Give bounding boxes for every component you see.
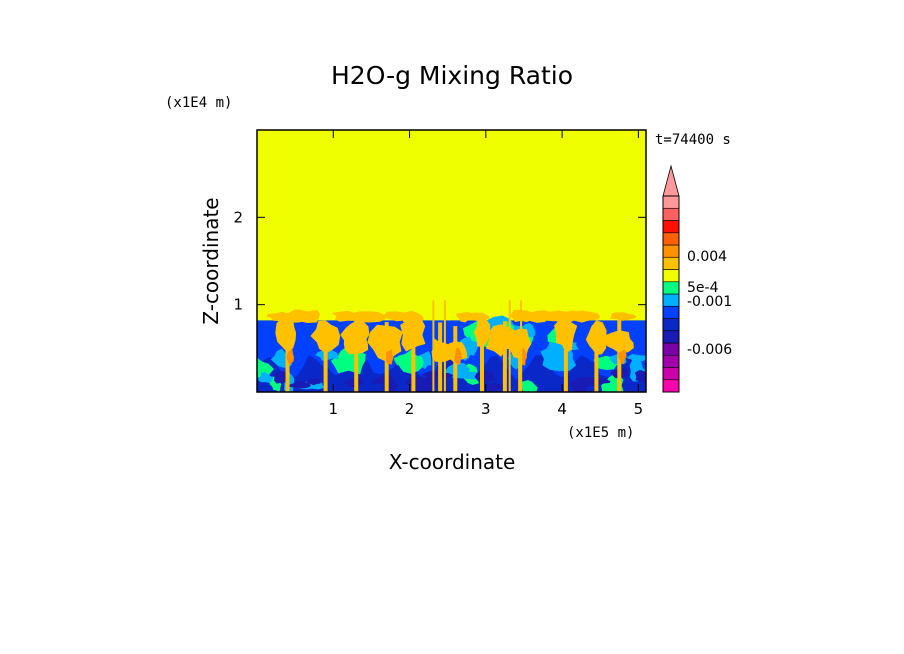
moist-patch xyxy=(397,349,424,374)
plume-core xyxy=(400,317,426,352)
colorbar-cell xyxy=(662,281,680,295)
colorbar-extend-arrow xyxy=(662,164,680,197)
x-tick-label: 2 xyxy=(405,400,415,418)
chart-title: H2O-g Mixing Ratio xyxy=(331,61,573,90)
plume-core xyxy=(275,316,297,353)
layer-top-fringe xyxy=(288,309,320,323)
colorbar-cell xyxy=(662,195,680,209)
plume-peak xyxy=(454,347,462,365)
x-tick-label: 1 xyxy=(329,400,339,418)
colorbar-cell xyxy=(662,293,680,307)
dry-patch xyxy=(634,369,646,384)
dry-patch xyxy=(482,382,506,392)
x-axis-label: X-coordinate xyxy=(389,450,516,474)
convective-column xyxy=(563,324,568,392)
moist-patch xyxy=(258,372,274,383)
y-axis-label: Z-coordinate xyxy=(199,197,223,324)
colorbar-cell xyxy=(662,207,680,221)
mixing-ratio-field xyxy=(257,130,646,392)
colorbar-cell xyxy=(662,367,680,381)
dry-patch xyxy=(412,382,432,392)
colorbar-cell xyxy=(662,269,680,283)
colorbar-cell xyxy=(662,330,680,344)
layer-top-fringe xyxy=(550,310,580,324)
colorbar: 0.004 5e-4-0.001 -0.006 xyxy=(662,164,732,393)
dry-patch xyxy=(274,371,290,384)
plume-peak xyxy=(618,349,627,365)
colorbar-cell xyxy=(662,232,680,246)
convective-column xyxy=(480,330,484,392)
y-tick-label: 2 xyxy=(233,208,243,226)
plume-core xyxy=(554,316,578,353)
colorbar-cell xyxy=(662,220,680,234)
moist-patch xyxy=(626,354,646,363)
x-unit-label: (x1E5 m) xyxy=(567,425,634,441)
updraft-streak xyxy=(443,300,446,392)
x-tick-label: 5 xyxy=(634,400,644,418)
time-label: t=74400 s xyxy=(655,132,731,148)
dry-patch xyxy=(574,376,597,383)
convective-column xyxy=(502,321,507,392)
colorbar-label: 0.004 xyxy=(687,249,727,265)
convective-column xyxy=(594,327,599,392)
x-tick-label: 4 xyxy=(557,400,567,418)
dry-patch xyxy=(569,376,590,392)
layer-top-fringe xyxy=(522,310,552,323)
colorbar-frame xyxy=(662,195,680,393)
colorbar-cell xyxy=(662,342,680,356)
convective-column xyxy=(411,317,416,392)
dry-patch xyxy=(305,378,321,386)
convective-column xyxy=(285,334,290,392)
colorbar-label: -0.001 xyxy=(687,294,732,310)
colorbar-label: -0.006 xyxy=(687,342,732,358)
layer-top-fringe xyxy=(379,311,416,322)
plume-peak xyxy=(286,349,294,365)
colorbar-cell xyxy=(662,305,680,319)
colorbar-cell xyxy=(662,354,680,368)
axis-ticks: 1 2 3 4 5 1 2 xyxy=(233,130,646,418)
convective-column xyxy=(323,322,328,392)
layer-top-fringe xyxy=(331,310,364,322)
plume-peak xyxy=(385,348,394,365)
plume-core xyxy=(367,324,403,362)
plume-core xyxy=(602,330,634,354)
updraft-streak xyxy=(508,300,511,392)
plume-core xyxy=(585,320,607,355)
y-unit-label: (x1E4 m) xyxy=(165,95,232,111)
y-tick-label: 1 xyxy=(233,296,243,314)
plume-core xyxy=(343,333,369,355)
dry-patch xyxy=(289,381,311,389)
colorbar-cell xyxy=(662,244,680,258)
updraft-streak xyxy=(520,300,523,392)
layer-top-fringe xyxy=(609,312,637,321)
colorbar-label: 5e-4 xyxy=(687,280,719,296)
x-tick-label: 3 xyxy=(481,400,491,418)
colorbar-cell xyxy=(662,256,680,270)
moist-patch xyxy=(519,380,538,392)
layer-top-fringe xyxy=(456,312,475,323)
colorbar-cell xyxy=(662,318,680,332)
colorbar-cell xyxy=(662,379,680,393)
plume-core xyxy=(473,318,491,347)
moist-patch xyxy=(452,371,483,380)
plot-frame xyxy=(256,129,647,393)
updraft-streak xyxy=(432,300,435,392)
plume-core xyxy=(310,320,341,354)
